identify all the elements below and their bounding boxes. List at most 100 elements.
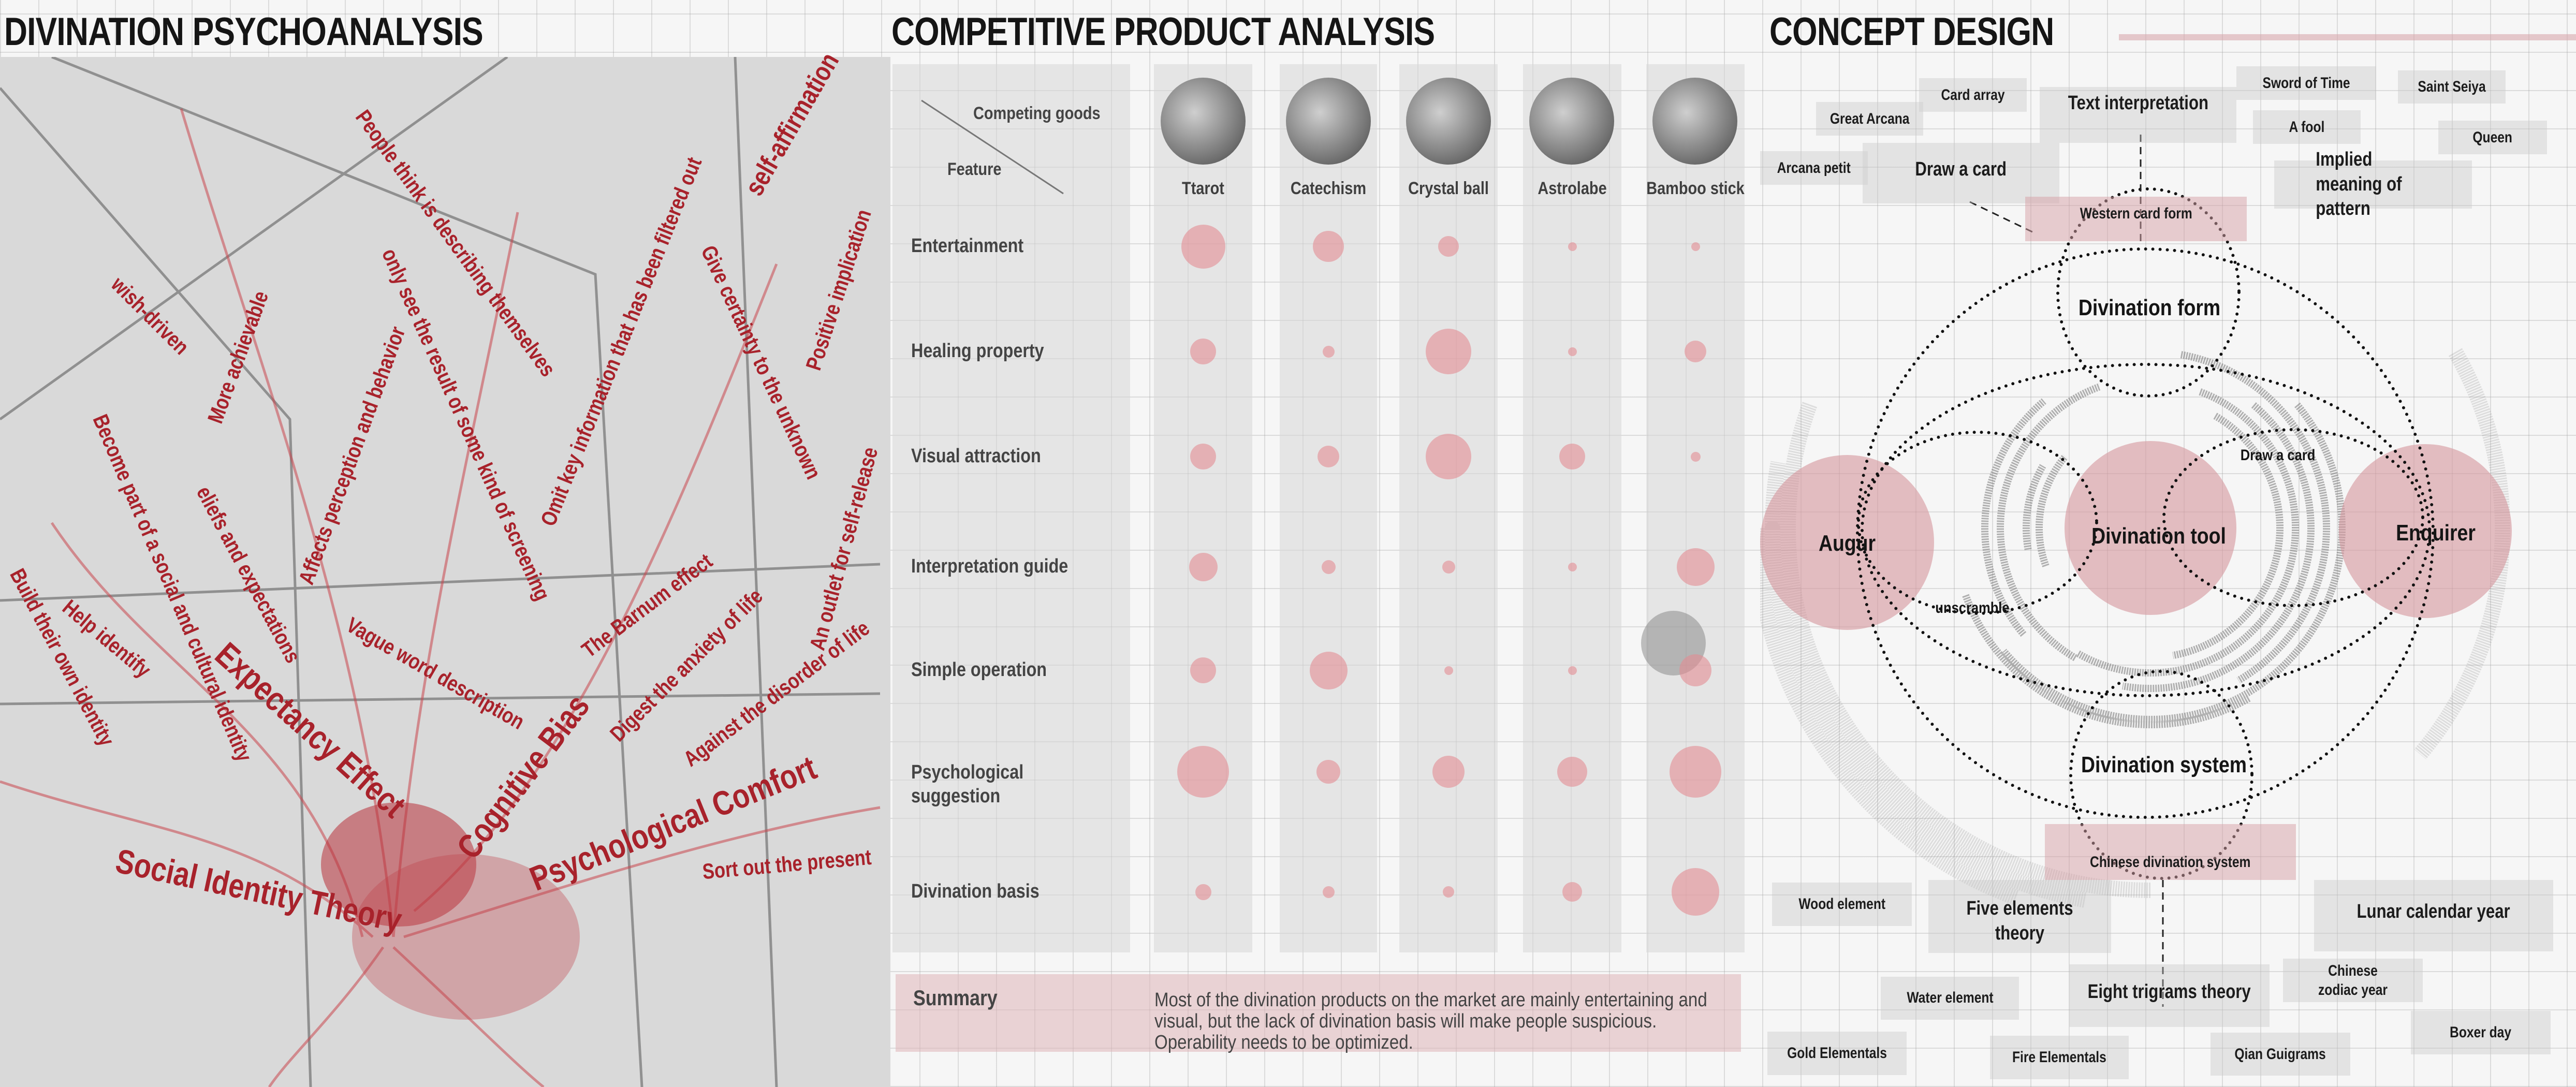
feature-label: Feature bbox=[947, 159, 1002, 179]
product-column bbox=[1399, 64, 1498, 952]
score-bubble bbox=[1195, 884, 1211, 900]
concept-tag: Eight trigrams theory bbox=[2069, 964, 2270, 1027]
concept-tag: Fire Elementals bbox=[1990, 1036, 2129, 1079]
score-bubble bbox=[1672, 868, 1719, 916]
score-bubble bbox=[1426, 329, 1471, 374]
tool-node bbox=[2065, 441, 2236, 615]
enquirer-label: Enquirer bbox=[2396, 520, 2476, 546]
tag-text: Eight trigrams theory bbox=[2087, 981, 2251, 1003]
score-bubble bbox=[1679, 654, 1711, 686]
tag-text: Queen bbox=[2472, 128, 2513, 146]
concept-tag: Sword of Time bbox=[2236, 66, 2376, 100]
concept-tag: Wood element bbox=[1772, 883, 1912, 926]
augur-label: Augur bbox=[1818, 531, 1876, 556]
score-bubble bbox=[1309, 651, 1348, 689]
bamboo-stick-image bbox=[1652, 78, 1737, 165]
concept-tag: A fool bbox=[2253, 110, 2361, 144]
product-column bbox=[1646, 64, 1745, 952]
tag-text: Qian Guigrams bbox=[2234, 1045, 2326, 1063]
score-bubble bbox=[1189, 552, 1218, 581]
product-name: Astrolabe bbox=[1538, 179, 1607, 198]
tag-text: Draw a card bbox=[1915, 158, 2007, 180]
concept-tag: Card array bbox=[1919, 78, 2027, 112]
score-bubble bbox=[1316, 760, 1340, 784]
product-column bbox=[1523, 64, 1621, 952]
decorative-arc bbox=[2172, 413, 2284, 659]
catechism-image bbox=[1286, 78, 1371, 165]
feature-row-label: Psychological suggestion bbox=[911, 761, 1024, 807]
tag-text: Boxer day bbox=[2450, 1024, 2512, 1041]
divination-tool-label: Divination tool bbox=[2091, 523, 2226, 549]
decorative-arc bbox=[2001, 402, 2346, 723]
tag-text: Five elements theory bbox=[1966, 898, 2073, 944]
feature-row-label: Entertainment bbox=[911, 235, 1024, 257]
draw-a-card-label: Draw a card bbox=[2240, 447, 2316, 464]
decorative-arc bbox=[1962, 594, 2251, 728]
feature-row-label: Simple operation bbox=[911, 659, 1047, 681]
tag-text: A fool bbox=[2289, 118, 2325, 136]
score-bubble bbox=[1691, 242, 1700, 251]
augur-node bbox=[1760, 455, 1934, 630]
concept-tag: Implied meaning of pattern bbox=[2274, 149, 2472, 219]
concept-tag: Draw a card bbox=[1863, 143, 2059, 203]
score-bubble bbox=[1313, 231, 1344, 262]
enquirer-node bbox=[2339, 444, 2512, 618]
score-bubble bbox=[1322, 345, 1335, 358]
score-bubble bbox=[1568, 666, 1577, 675]
tag-text: Gold Elementals bbox=[1787, 1045, 1887, 1062]
decorative-arc bbox=[1780, 401, 2151, 898]
product-name: Catechism bbox=[1290, 179, 1367, 198]
tag-text: Text interpretation bbox=[2068, 92, 2208, 114]
score-bubble bbox=[1443, 886, 1454, 898]
vein-illustration bbox=[0, 57, 881, 1087]
summary-box: Summary Most of the divination products … bbox=[896, 974, 1741, 1053]
score-bubble bbox=[1670, 746, 1721, 798]
tag-text: Saint Seiya bbox=[2418, 78, 2486, 96]
feature-row-label: Interpretation guide bbox=[911, 555, 1069, 577]
score-bubble bbox=[1562, 882, 1582, 902]
tag-text: Implied meaning of pattern bbox=[2316, 149, 2402, 220]
header-diagonal bbox=[921, 99, 1064, 195]
score-bubble bbox=[1568, 242, 1577, 251]
concept-tag: Text interpretation bbox=[2040, 87, 2236, 143]
tag-text: Water element bbox=[1906, 989, 1994, 1006]
concept-tag: Chinese zodiac year bbox=[2283, 959, 2423, 1002]
divination-system-label: Divination system bbox=[2081, 752, 2247, 777]
score-bubble bbox=[1321, 560, 1336, 574]
psychoanalysis-title: DIVINATION PSYCHOANALYSIS bbox=[4, 10, 484, 54]
concept-tag: Water element bbox=[1881, 977, 2019, 1020]
tag-text: Card array bbox=[1941, 86, 2005, 104]
unscramble-label: unscramble bbox=[1935, 599, 2010, 616]
product-name: Ttarot bbox=[1182, 179, 1224, 198]
concept-tag: Boxer day bbox=[2411, 1011, 2551, 1054]
score-bubble bbox=[1568, 562, 1577, 571]
feature-row-label: Visual attraction bbox=[911, 445, 1041, 467]
tag-text: Great Arcana bbox=[1829, 110, 1910, 127]
score-bubble bbox=[1676, 548, 1715, 586]
product-name: Crystal ball bbox=[1408, 179, 1489, 198]
concept-tag: Saint Seiya bbox=[2398, 70, 2506, 104]
crystal-ball-image bbox=[1406, 78, 1491, 165]
score-bubble bbox=[1444, 666, 1453, 675]
concept-title: CONCEPT DESIGN bbox=[1769, 10, 2054, 54]
decorative-arc bbox=[2121, 402, 2315, 692]
feature-row-label: Healing property bbox=[911, 340, 1044, 362]
decorative-arc bbox=[2036, 454, 2068, 567]
concept-tag: Five elements theory bbox=[1928, 880, 2111, 953]
decorative-arc bbox=[1997, 383, 2101, 662]
concept-tag: Gold Elementals bbox=[1767, 1032, 1907, 1075]
concept-tag: Queen bbox=[2438, 121, 2547, 154]
score-bubble bbox=[1190, 657, 1216, 683]
score-bubble bbox=[1432, 756, 1465, 788]
feature-column bbox=[892, 64, 1130, 952]
score-bubble bbox=[1318, 446, 1339, 467]
concept-tag-highlight: Western card form bbox=[2025, 197, 2247, 241]
score-bubble bbox=[1438, 236, 1459, 257]
product-column bbox=[1280, 64, 1377, 952]
concept-tag: Qian Guigrams bbox=[2211, 1033, 2350, 1076]
psychoanalysis-panel bbox=[0, 57, 890, 1087]
accent-bar bbox=[2119, 34, 2576, 40]
score-bubble bbox=[1685, 341, 1706, 362]
feature-row-label: Divination basis bbox=[911, 880, 1040, 902]
